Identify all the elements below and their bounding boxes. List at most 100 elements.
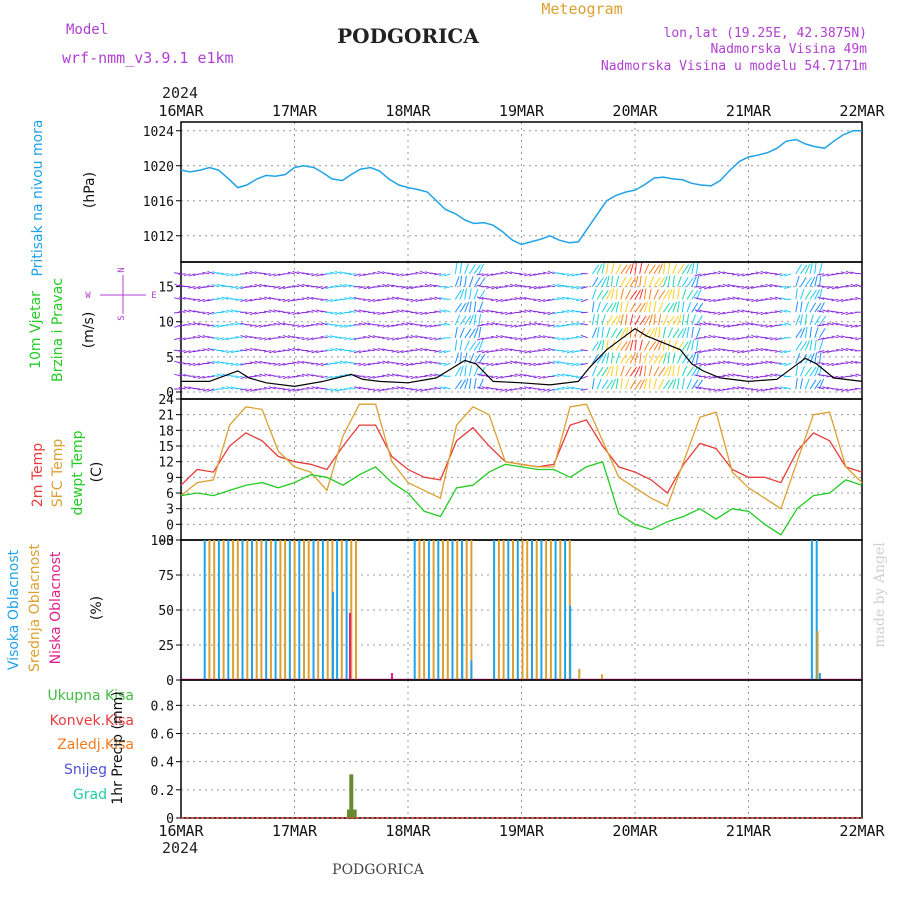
wind-barb [349,310,357,313]
wind-speed-line [181,327,863,388]
wind-barb [211,374,219,377]
wind-barb [419,361,428,364]
wind-barb [244,271,253,275]
wind-barb [473,277,481,287]
wind-barb [667,327,674,339]
wind-barb [514,297,522,300]
wind-barb [580,362,588,366]
wind-barb [264,296,272,300]
wind-barb [818,339,824,351]
wind-barb [576,322,584,326]
wind-barb [804,340,810,351]
wind-barb [596,314,600,326]
wind-barb [459,315,467,326]
ytick-label: 9 [166,471,174,486]
wind-barb [519,362,527,364]
wind-barb [620,353,627,364]
date-tick-top: 16MAR [158,102,204,120]
wind-barb [382,337,390,339]
wind-barb [202,324,210,326]
wind-barb [330,388,338,392]
wind-barb [625,289,632,300]
wind-barb [454,379,463,390]
wind-barb [188,350,196,354]
wind-barb [552,337,560,339]
cloud-bar [265,540,268,680]
wind-barb [495,335,503,339]
wind-barb [809,353,815,364]
wind-barb [774,285,782,288]
wind-barb [694,273,702,277]
wind-barb [784,386,792,390]
precip-bar [347,809,351,818]
wind-barb [672,263,678,274]
wind-barb [809,276,816,287]
hail-label: Grad [73,787,107,803]
wind-barb [722,283,730,288]
wind-barb [804,314,808,326]
wind-barb [235,387,243,390]
wind-barb [454,352,459,364]
wind-barb [249,336,257,339]
wind-barb [377,285,385,288]
wind-barb [845,361,853,364]
wind-barb [667,262,671,274]
wind-barb [662,379,671,390]
wind-barb [681,354,689,364]
wind-barb [178,273,186,275]
wind-barb [662,314,669,326]
wind-barb [713,311,721,315]
wind-barb [464,328,472,339]
wind-barb [476,324,484,327]
wind-barb [278,375,286,379]
wind-barb [278,387,286,390]
wind-barb [478,378,484,390]
cloud-bar [432,540,435,680]
wind-barb [736,286,744,288]
wind-barb [207,388,215,392]
date-tick-bottom: 19MAR [499,822,545,840]
wind-barb [854,387,863,390]
cloud-bar [423,540,426,680]
wind-barb [372,311,380,315]
wind-barb [708,311,716,314]
wind-barb [273,309,281,313]
wind-barb [681,264,690,275]
wind-barb [850,298,858,300]
wind-barb [454,366,462,377]
wind-barb [831,362,839,367]
wind-barb [648,341,657,351]
wind-barb [178,373,186,377]
cloud-bar [526,540,529,680]
wind-barb [634,366,641,377]
wind-barb [510,324,517,328]
wind-barb [202,388,210,392]
wind-barb [207,324,215,327]
cloud-bar [340,540,343,680]
wind-barb [814,352,818,364]
wind-barb [301,337,309,341]
wind-barb [363,298,371,301]
wind-barb [519,337,527,341]
wind-barb [349,386,357,390]
wind-barb [454,339,458,351]
wind-barb [469,341,477,351]
wind-barb [596,277,604,287]
wind-barb [192,336,201,339]
wind-barb [519,373,527,377]
wind-barb [538,335,546,339]
wind-barb [615,365,618,377]
wind-barb [557,373,565,377]
wind-barb [576,298,584,302]
wind-barb [557,283,565,288]
wind-barb [244,286,252,288]
wind-barb [316,273,324,277]
svg-text:N: N [117,267,127,272]
wind-barb [207,361,215,364]
wind-barb [476,310,484,313]
ytick-label: 1016 [143,195,174,210]
wind-barb [817,373,825,377]
wind-barb [349,337,357,341]
wind-barb [505,336,513,339]
wind-barb [686,340,692,351]
